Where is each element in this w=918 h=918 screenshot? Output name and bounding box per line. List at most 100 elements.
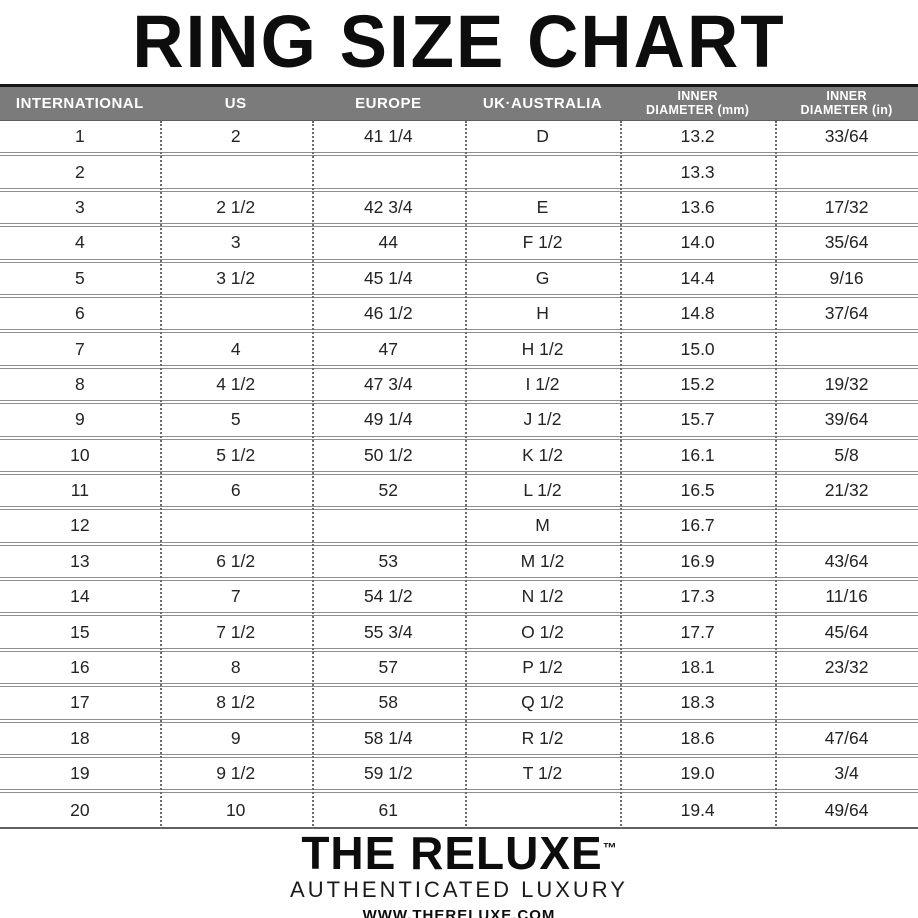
cell-us: 10 xyxy=(225,799,246,820)
cell-inner-diameter-in: 19/32 xyxy=(824,373,869,394)
cell-europe: 55 3/4 xyxy=(363,621,413,642)
cell-inner-diameter-in: 49/64 xyxy=(824,799,869,820)
cell-europe: 53 xyxy=(378,550,399,571)
cell-inner-diameter-mm: 18.3 xyxy=(680,692,715,713)
table-row: 9 5 49 1/4 J 1/2 15.7 39/64 xyxy=(0,404,918,440)
cell-international: 15 xyxy=(70,621,90,642)
cell-uk-australia: R 1/2 xyxy=(521,727,564,748)
table-row: 11 6 52 L 1/2 16.5 21/32 xyxy=(0,475,918,511)
column-divider-dots xyxy=(464,121,467,829)
cell-inner-diameter-in: 47/64 xyxy=(824,727,869,748)
cell-international: 8 xyxy=(74,373,85,394)
table-row: 1 2 41 1/4 D 13.2 33/64 xyxy=(0,121,918,157)
cell-inner-diameter-mm: 14.8 xyxy=(680,303,715,324)
cell-inner-diameter-mm: 14.0 xyxy=(680,232,715,253)
cell-inner-diameter-in: 35/64 xyxy=(824,232,869,253)
cell-us: 3 xyxy=(230,232,241,253)
cell-international: 12 xyxy=(70,515,90,536)
cell-inner-diameter-in: 3/4 xyxy=(834,763,859,784)
header-inner-diameter-in-line2: DIAMETER (in) xyxy=(800,102,893,117)
cell-us: 5 1/2 xyxy=(216,444,256,465)
table-row: 20 10 61 19.4 49/64 xyxy=(0,793,918,829)
cell-inner-diameter-mm: 16.7 xyxy=(680,515,715,536)
cell-us: 2 xyxy=(230,126,241,147)
cell-us: 6 1/2 xyxy=(216,550,256,571)
cell-us: 9 xyxy=(230,727,241,748)
cell-inner-diameter-mm: 15.2 xyxy=(680,373,715,394)
table-row: 13 6 1/2 53 M 1/2 16.9 43/64 xyxy=(0,546,918,582)
cell-inner-diameter-mm: 13.3 xyxy=(680,161,715,182)
website-url: WWW.THERELUXE.COM xyxy=(362,907,556,918)
table-row: 12 M 16.7 xyxy=(0,510,918,546)
table-row: 14 7 54 1/2 N 1/2 17.3 11/16 xyxy=(0,581,918,617)
cell-us: 6 xyxy=(230,480,241,501)
cell-international: 20 xyxy=(70,799,90,820)
cell-us: 3 1/2 xyxy=(216,267,256,288)
table-row: 4 3 44 F 1/2 14.0 35/64 xyxy=(0,227,918,263)
column-divider-dots xyxy=(311,121,314,829)
cell-international: 19 xyxy=(70,763,90,784)
table-row: 6 46 1/2 H 14.8 37/64 xyxy=(0,298,918,334)
cell-europe: 58 1/4 xyxy=(363,727,413,748)
cell-inner-diameter-mm: 16.1 xyxy=(680,444,715,465)
cell-uk-australia: H 1/2 xyxy=(521,338,564,359)
cell-us: 8 1/2 xyxy=(216,692,256,713)
cell-inner-diameter-mm: 14.4 xyxy=(680,267,715,288)
cell-europe: 41 1/4 xyxy=(363,126,413,147)
cell-inner-diameter-mm: 16.9 xyxy=(680,550,715,571)
cell-international: 3 xyxy=(74,196,85,217)
cell-inner-diameter-in: 43/64 xyxy=(824,550,869,571)
header-international: INTERNATIONAL xyxy=(15,94,144,112)
cell-international: 9 xyxy=(74,409,85,430)
cell-europe: 54 1/2 xyxy=(363,586,413,607)
cell-us: 5 xyxy=(230,409,241,430)
table-row: 2 13.3 xyxy=(0,156,918,192)
cell-inner-diameter-in: 45/64 xyxy=(824,621,869,642)
cell-europe: 47 3/4 xyxy=(363,373,413,394)
cell-us: 4 1/2 xyxy=(216,373,256,394)
brand-tagline: AUTHENTICATED LUXURY xyxy=(290,877,628,902)
header-us: US xyxy=(224,94,247,112)
cell-inner-diameter-in: 23/32 xyxy=(824,657,869,678)
table-row: 5 3 1/2 45 1/4 G 14.4 9/16 xyxy=(0,263,918,298)
cell-europe: 61 xyxy=(378,799,399,820)
cell-europe: 46 1/2 xyxy=(363,303,413,324)
cell-europe: 42 3/4 xyxy=(363,196,413,217)
cell-uk-australia: I 1/2 xyxy=(525,373,560,394)
header-inner-diameter-mm: INNER DIAMETER (mm) xyxy=(620,90,775,116)
table-row: 19 9 1/2 59 1/2 T 1/2 19.0 3/4 xyxy=(0,758,918,794)
cell-inner-diameter-in: 17/32 xyxy=(824,196,869,217)
cell-international: 7 xyxy=(74,338,85,359)
cell-uk-australia: F 1/2 xyxy=(522,232,563,253)
cell-europe: 47 xyxy=(378,338,399,359)
cell-inner-diameter-in: 37/64 xyxy=(824,303,869,324)
cell-us: 8 xyxy=(230,657,241,678)
column-divider-dots xyxy=(775,121,778,829)
cell-inner-diameter-in: 21/32 xyxy=(824,480,869,501)
cell-europe: 44 xyxy=(378,232,399,253)
cell-international: 13 xyxy=(70,550,90,571)
title-bar: RING SIZE CHART xyxy=(0,0,918,84)
page-title: RING SIZE CHART xyxy=(132,0,786,84)
cell-inner-diameter-in: 39/64 xyxy=(824,409,869,430)
column-divider-dots xyxy=(159,121,162,829)
cell-uk-australia: M 1/2 xyxy=(520,550,565,571)
cell-international: 4 xyxy=(74,232,85,253)
table-row: 3 2 1/2 42 3/4 E 13.6 17/32 xyxy=(0,192,918,228)
cell-inner-diameter-mm: 17.7 xyxy=(680,621,715,642)
table-row: 10 5 1/2 50 1/2 K 1/2 16.1 5/8 xyxy=(0,440,918,475)
cell-international: 5 xyxy=(74,267,85,288)
table-row: 7 4 47 H 1/2 15.0 xyxy=(0,333,918,369)
cell-us: 7 xyxy=(230,586,241,607)
cell-uk-australia: D xyxy=(536,126,549,147)
cell-inner-diameter-mm: 16.5 xyxy=(680,480,715,501)
cell-inner-diameter-mm: 13.6 xyxy=(680,196,715,217)
cell-uk-australia: N 1/2 xyxy=(521,586,564,607)
cell-uk-australia: G xyxy=(535,267,550,288)
footer: THE RELUXE™ AUTHENTICATED LUXURY WWW.THE… xyxy=(0,829,918,918)
header-inner-diameter-mm-line1: INNER xyxy=(677,89,718,104)
cell-uk-australia: O 1/2 xyxy=(521,621,564,642)
cell-inner-diameter-mm: 18.1 xyxy=(680,657,715,678)
cell-international: 16 xyxy=(70,657,90,678)
cell-inner-diameter-mm: 19.0 xyxy=(680,763,715,784)
